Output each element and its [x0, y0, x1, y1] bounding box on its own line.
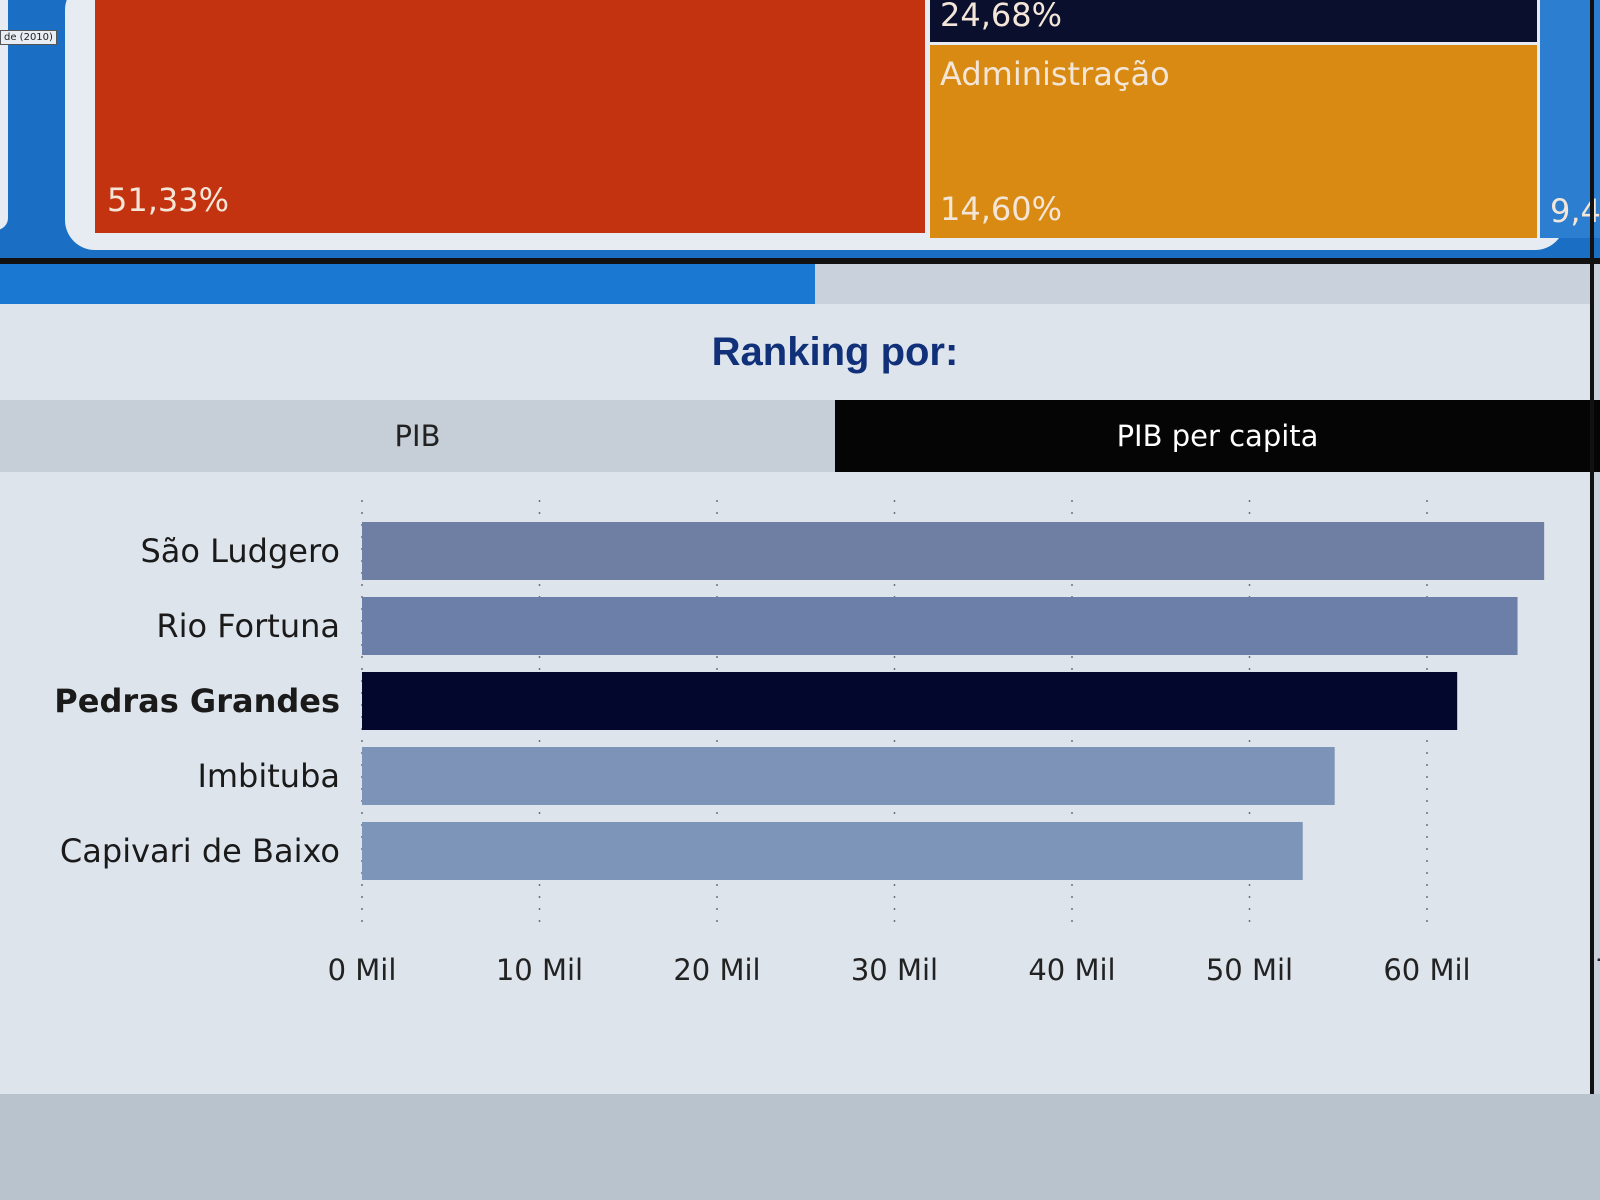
- tile-label: Administração: [940, 55, 1170, 93]
- x-tick-label: 40 Mil: [1028, 953, 1115, 987]
- bar-rio-fortuna: [362, 597, 1518, 655]
- x-tick-label: 7: [1595, 953, 1600, 987]
- x-tick-label: 30 Mil: [851, 953, 938, 987]
- treemap-tile-2[interactable]: 24,68%: [930, 0, 1537, 42]
- x-tick-label: 60 Mil: [1383, 953, 1470, 987]
- treemap-tile-administracao[interactable]: Administração 14,60%: [930, 45, 1537, 238]
- ranking-title: Ranking por:: [711, 330, 959, 374]
- screen-edge: [1590, 0, 1594, 1200]
- x-tick-label: 20 Mil: [673, 953, 760, 987]
- category-label: Rio Fortuna: [156, 607, 340, 645]
- x-tick-label: 0 Mil: [328, 953, 397, 987]
- tile-value: 24,68%: [940, 0, 1063, 34]
- ranking-bar-chart: 0 Mil 10 Mil 20 Mil 30 Mil 40 Mil 50 Mil 60 Mi…: [54, 500, 1600, 987]
- tab-pib[interactable]: PIB: [0, 400, 835, 472]
- tab-pib-per-capita[interactable]: PIB per capita: [835, 400, 1600, 472]
- tile-value: 14,60%: [940, 190, 1063, 228]
- divider: [0, 258, 1600, 264]
- treemap-section: de (2010) 51,33% 24,68% Administração 14,…: [0, 0, 1600, 260]
- left-card: [0, 0, 8, 230]
- bar-capivari-de-baixo: [362, 822, 1303, 880]
- legend-badge: de (2010): [0, 30, 57, 45]
- category-label: Imbituba: [197, 757, 340, 795]
- category-label: Capivari de Baixo: [60, 832, 340, 870]
- bottom-area: [0, 1094, 1600, 1200]
- category-label: Pedras Grandes: [54, 682, 340, 720]
- treemap-tile-1[interactable]: 51,33%: [95, 0, 925, 233]
- bar-imbituba: [362, 747, 1335, 805]
- category-label: São Ludgero: [140, 532, 340, 570]
- x-tick-label: 50 Mil: [1206, 953, 1293, 987]
- bar-são-ludgero: [362, 522, 1545, 580]
- blue-header-bar: [0, 264, 815, 304]
- bar-pedras-grandes: [362, 672, 1458, 730]
- x-tick-label: 10 Mil: [496, 953, 583, 987]
- tile-value: 51,33%: [107, 181, 230, 219]
